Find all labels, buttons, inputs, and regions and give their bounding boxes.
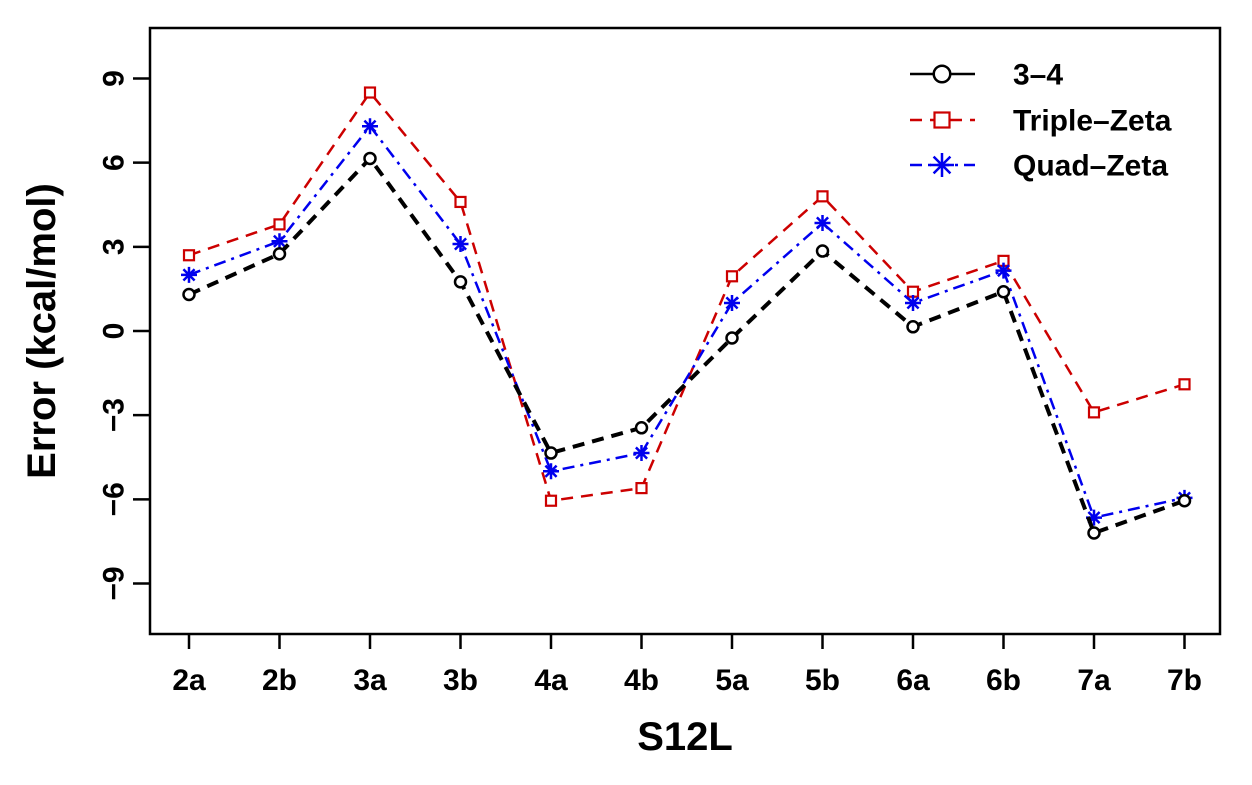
x-tick-label: 7b [1167,664,1202,697]
series-0-point [725,331,739,345]
series-1-point [273,218,286,231]
x-tick-label: 4b [624,664,659,697]
series-2-point [724,294,740,311]
series-2-point [362,118,378,135]
y-axis: −9 −6 −3 0 3 6 9 [98,70,150,601]
series-0-point [634,421,649,435]
series-2-point [905,294,921,311]
series-0-point [1087,526,1101,540]
series-1-point [544,494,558,507]
series-0-point [815,244,830,258]
series-1-point [1087,406,1101,419]
series-1-point [1178,378,1191,391]
legend: 3–4 Triple–Zeta Quad–Zeta [910,59,1172,183]
series-1-point [725,270,739,283]
y-tick-label: −3 [98,398,131,432]
x-tick-label: 4a [534,664,568,697]
series-1-line [188,90,1185,503]
series-2-point [1086,509,1102,526]
y-tick-label: 0 [98,323,131,340]
y-tick-label: 3 [98,238,131,255]
series-1-point [816,190,829,203]
series-0-point [544,446,558,460]
series-1-point [182,249,196,262]
legend-marker [933,111,951,129]
legend-label: Triple–Zeta [1013,105,1172,138]
x-tick-label: 2a [172,664,206,697]
x-tick-label: 3b [443,664,478,697]
legend-label: Quad–Zeta [1013,150,1168,183]
legend-label: 3–4 [1013,59,1063,92]
series-0-point [453,275,468,289]
x-tick-label: 5a [715,664,749,697]
series-2-point [543,463,559,480]
x-axis-title: S12L [637,715,733,759]
series-2-point [452,236,469,253]
x-tick-label: 3a [353,664,387,697]
y-axis-title: Error (kcal/mol) [20,183,64,479]
series-2-point [181,266,197,283]
series-0-point [182,287,196,302]
legend-marker [930,153,954,177]
series-1-point [635,482,648,495]
series-0-line [188,155,1186,536]
y-tick-label: −9 [98,566,131,600]
series-0-point [906,320,920,334]
series-0-point [363,151,377,166]
series-2-point [271,233,288,250]
series-2-point [633,445,650,462]
x-tick-label: 6b [986,664,1021,697]
series-1-point [454,195,467,209]
series-0-point [1177,493,1192,508]
series-0-point [996,284,1011,299]
x-axis: 2a 2b 3a 3b 4a 4b 5a 5b 6a 6b 7a 7b [172,634,1202,697]
series-2-line [188,124,1185,520]
x-tick-label: 7a [1077,664,1111,697]
series-2-point [814,214,831,231]
x-tick-label: 5b [805,664,840,697]
y-tick-label: 6 [98,154,131,171]
series-0-point [272,247,287,261]
legend-marker [932,64,952,84]
y-tick-label: −6 [98,482,131,516]
series-1-point [363,86,377,99]
x-tick-label: 6a [896,664,930,697]
series-layer [181,86,1193,540]
series-2-point [995,262,1012,279]
y-tick-label: 9 [98,70,131,87]
x-tick-label: 2b [262,664,297,697]
